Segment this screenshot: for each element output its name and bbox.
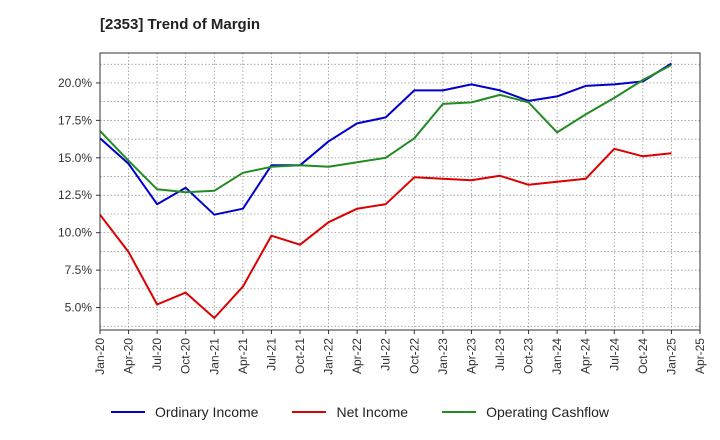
- x-tick-label: Jan-25: [664, 338, 678, 375]
- x-tick-label: Apr-23: [464, 338, 478, 374]
- series-line-operating-cashflow: [99, 64, 672, 194]
- x-tick-label: Jan-23: [436, 338, 450, 375]
- x-tick-label: Jan-20: [93, 338, 107, 375]
- x-tick-label: Apr-20: [122, 338, 136, 374]
- legend-label-net-income: Net Income: [336, 404, 409, 420]
- series-line-net-income: [99, 147, 672, 319]
- legend-item-net-income: Net Income: [292, 404, 408, 420]
- series-lines: [99, 62, 672, 319]
- y-axis-ticks: 5.0% 7.5% 10.0% 12.5% 15.0% 17.5% 20.0%: [58, 76, 100, 315]
- x-tick-label: Jan-22: [322, 338, 336, 375]
- x-tick-label: Oct-24: [636, 338, 650, 374]
- y-tick-label: 17.5%: [58, 113, 92, 127]
- y-tick-label: 20.0%: [58, 76, 92, 90]
- x-tick-label: Oct-20: [179, 338, 193, 374]
- x-tick-label: Apr-25: [693, 338, 707, 374]
- legend-swatch-ordinary-income: [110, 411, 145, 413]
- y-tick-label: 12.5%: [58, 188, 92, 202]
- x-axis-ticks: Jan-20 Apr-20 Jul-20 Oct-20 Jan-21 Apr-21 Jul-…: [93, 330, 707, 375]
- plot-area-frame: [99, 52, 701, 331]
- y-tick-label: 15.0%: [58, 151, 92, 165]
- legend-label-ordinary-income: Ordinary Income: [154, 404, 259, 420]
- y-tick-label: 7.5%: [65, 263, 93, 277]
- y-tick-label: 5.0%: [65, 301, 93, 315]
- x-tick-label: Jul-24: [607, 338, 621, 371]
- x-tick-label: Jul-22: [379, 338, 393, 371]
- series-line-ordinary-income: [99, 62, 672, 216]
- chart-legend: Ordinary Income Net Income Operating Cas…: [0, 404, 720, 420]
- x-tick-label: Apr-24: [579, 338, 593, 374]
- legend-swatch-operating-cashflow: [442, 411, 477, 413]
- chart-title: [2353] Trend of Margin: [100, 16, 261, 33]
- x-tick-label: Oct-23: [522, 338, 536, 374]
- y-tick-label: 10.0%: [58, 226, 92, 240]
- legend-swatch-net-income: [292, 411, 327, 413]
- x-tick-label: Jan-21: [207, 338, 221, 375]
- legend-label-operating-cashflow: Operating Cashflow: [486, 404, 610, 420]
- x-tick-label: Apr-22: [350, 338, 364, 374]
- x-tick-label: Apr-21: [236, 338, 250, 374]
- x-tick-label: Jul-21: [264, 338, 278, 371]
- x-tick-label: Jul-23: [493, 338, 507, 371]
- legend-item-ordinary-income: Ordinary Income: [110, 404, 259, 420]
- x-tick-label: Oct-22: [407, 338, 421, 374]
- legend-item-operating-cashflow: Operating Cashflow: [442, 404, 609, 420]
- x-tick-label: Jan-24: [550, 338, 564, 375]
- x-tick-label: Oct-21: [293, 338, 307, 374]
- x-tick-label: Jul-20: [150, 338, 164, 371]
